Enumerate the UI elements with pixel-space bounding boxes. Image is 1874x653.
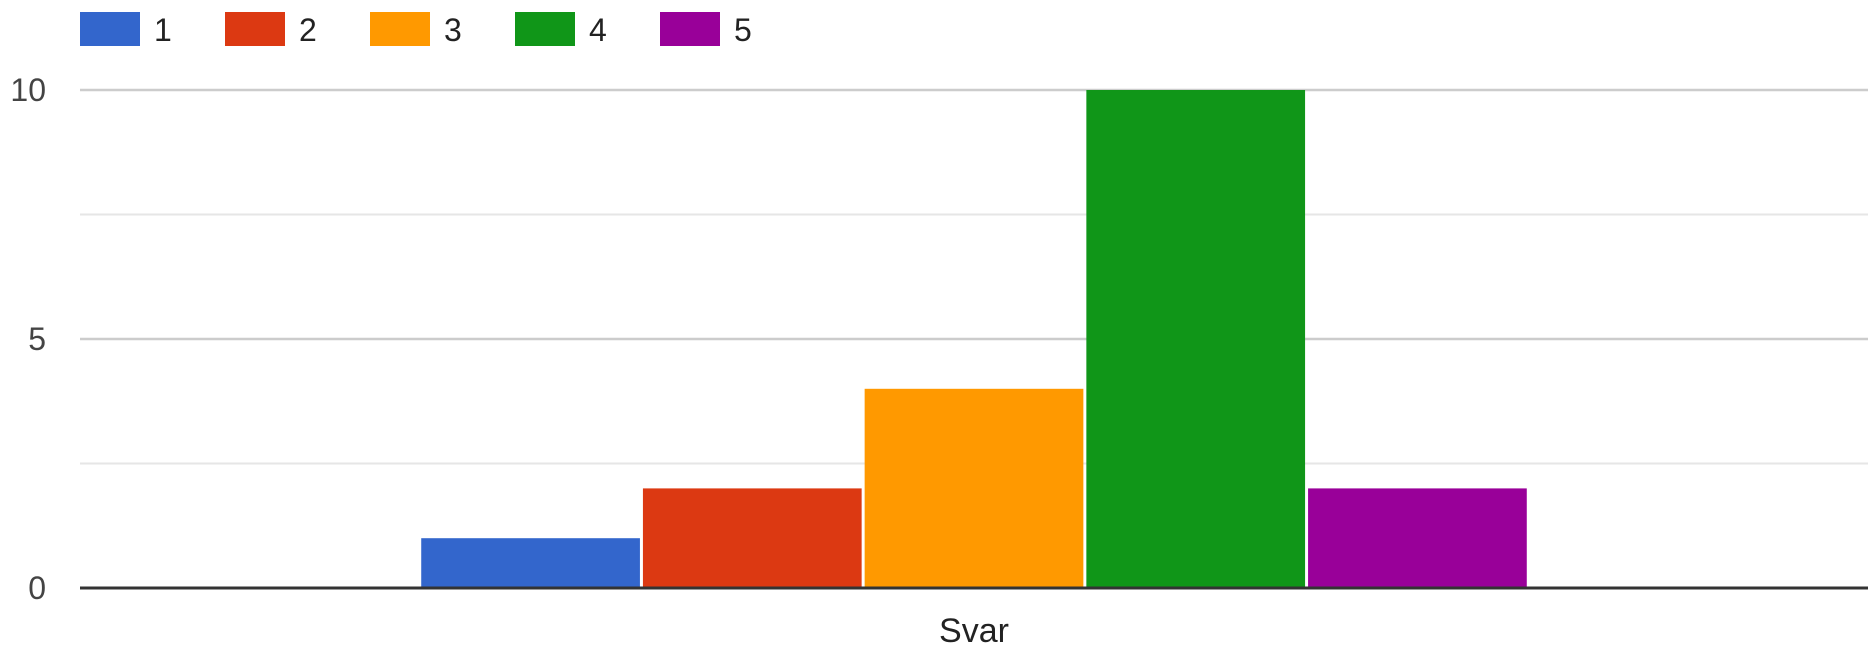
legend-item-2[interactable]: 2 [225,12,317,48]
legend-label: 1 [154,12,172,48]
x-axis: Svar [939,612,1009,650]
legend-swatch [515,12,575,46]
bar-series-5[interactable] [1308,488,1527,588]
legend-label: 3 [444,12,462,48]
bar-series-2[interactable] [642,488,862,588]
bar-series-3[interactable] [864,388,1084,588]
legend-label: 2 [299,12,317,48]
legend-item-1[interactable]: 1 [80,12,172,48]
y-tick-label: 0 [28,570,46,606]
legend-swatch [370,12,430,46]
legend-label: 5 [734,12,752,48]
legend-item-3[interactable]: 3 [370,12,462,48]
bar-series-4[interactable] [1086,90,1306,588]
y-axis: 0 5 10 [10,72,46,606]
x-category-label: Svar [939,612,1009,650]
legend-item-4[interactable]: 4 [515,12,607,48]
legend-swatch [80,12,140,46]
bars [421,90,1527,588]
legend-swatch [660,12,720,46]
y-tick-label: 5 [28,321,46,357]
legend-item-5[interactable]: 5 [660,12,752,48]
legend: 1 2 3 4 5 [80,12,752,48]
legend-swatch [225,12,285,46]
legend-label: 4 [589,12,607,48]
y-tick-label: 10 [10,72,46,108]
bar-series-1[interactable] [421,538,640,588]
